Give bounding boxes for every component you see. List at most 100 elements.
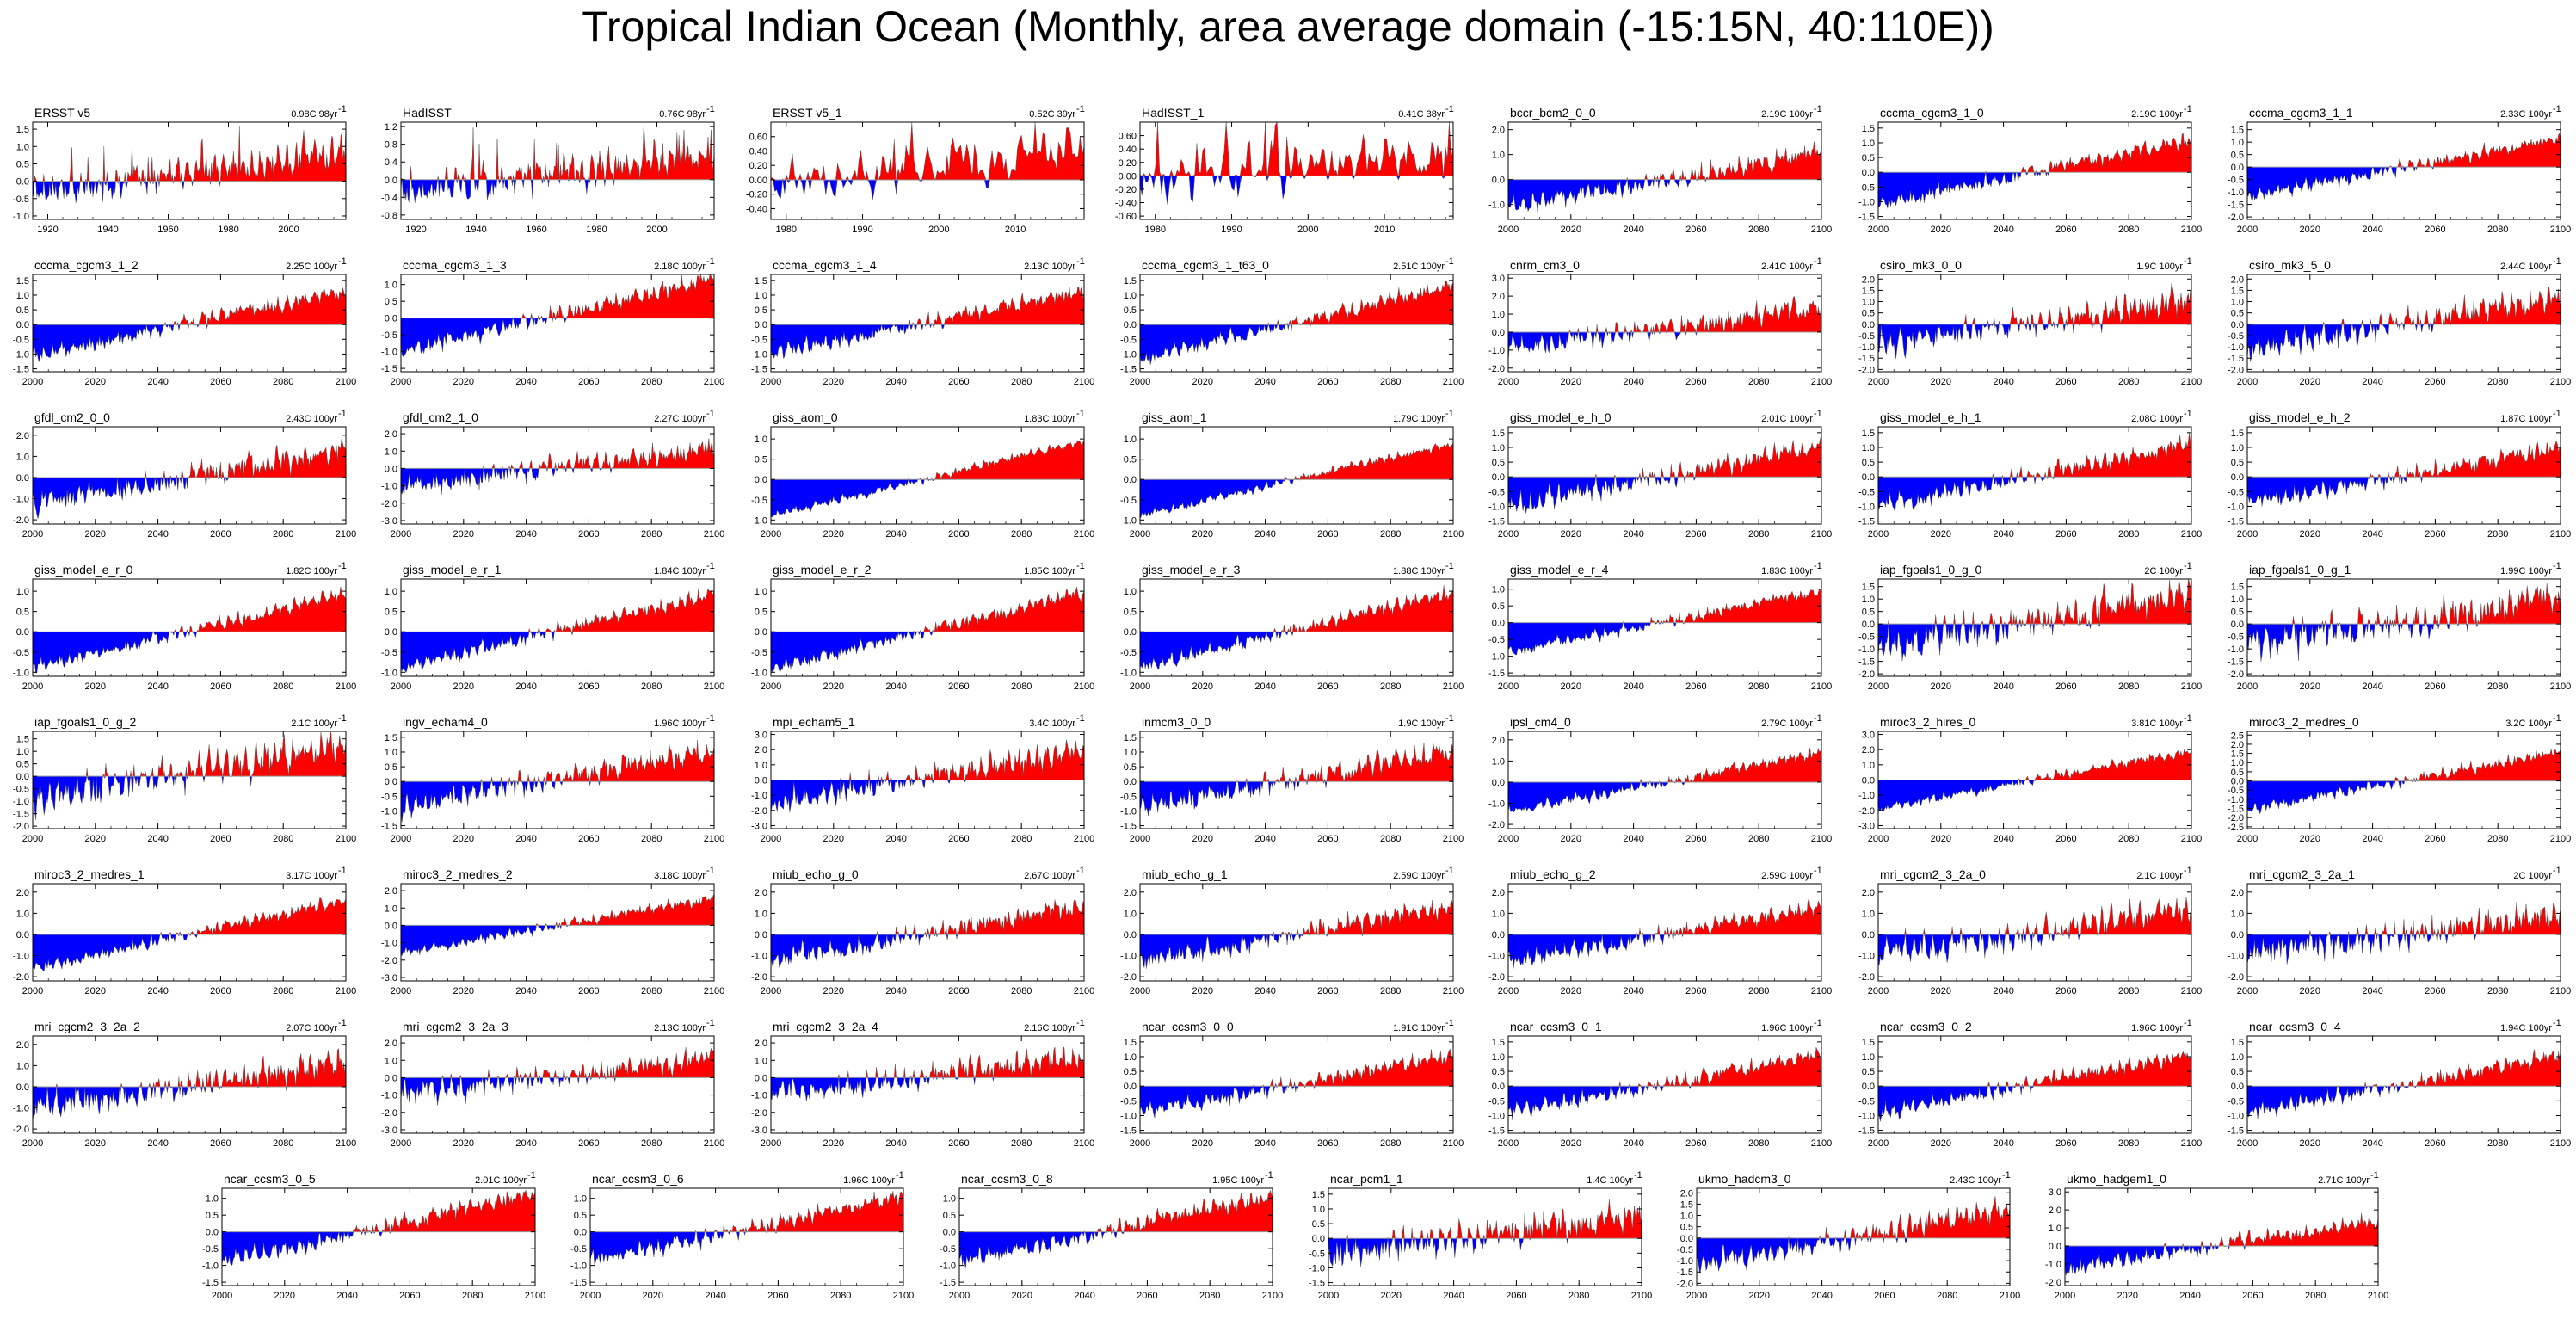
trend-label: 2.79C 100yr bbox=[1761, 718, 1813, 729]
series-line bbox=[2246, 440, 2561, 507]
x-tick-label: 1920 bbox=[37, 225, 58, 235]
positive-area bbox=[33, 1048, 346, 1087]
plot-frame bbox=[2246, 578, 2561, 677]
x-tick-label: 2040 bbox=[515, 834, 536, 844]
series-line bbox=[1139, 441, 1454, 519]
panel-14: 2.01.5 1.00.50.0-0.5-1.0-1.5-2.0 2000 2020 2… bbox=[2228, 256, 2571, 387]
x-tick-label: 2080 bbox=[1011, 529, 1032, 540]
trend-label: 1.9C 100yr bbox=[2136, 262, 2183, 272]
y-tick-label: -2.0 bbox=[13, 1125, 29, 1135]
y-tick-label: 0.5 bbox=[16, 760, 29, 770]
x-tick-label: 2000 bbox=[761, 986, 781, 996]
positive-area bbox=[771, 587, 1084, 632]
x-tick-label: 2100 bbox=[2181, 1138, 2202, 1149]
y-tick-label: -1.5 bbox=[1858, 1126, 1875, 1137]
y-tick-label: -0.5 bbox=[381, 648, 397, 658]
y-tick-label: 0.0 bbox=[1124, 930, 1137, 940]
y-tick-label: -0.5 bbox=[1858, 182, 1875, 193]
series-line bbox=[1877, 432, 2192, 513]
x-tick-label: 2080 bbox=[1011, 681, 1032, 692]
positive-area bbox=[1328, 1199, 1642, 1239]
x-tick-label: 2100 bbox=[336, 986, 356, 996]
x-tick-label: 2060 bbox=[2055, 225, 2076, 235]
x-tick-label: 2060 bbox=[948, 681, 969, 692]
x-tick-label: 2080 bbox=[462, 1291, 483, 1301]
series-line bbox=[32, 897, 347, 971]
y-tick-label: -1.0 bbox=[1858, 342, 1875, 353]
series-line bbox=[1507, 141, 1822, 213]
y-tick-label: -0.5 bbox=[751, 335, 767, 345]
trend-superscript: -1 bbox=[706, 1018, 715, 1028]
y-tick-label: -2.5 bbox=[2228, 823, 2244, 833]
x-tick-label: 2080 bbox=[2487, 986, 2508, 996]
x-tick-label: 2080 bbox=[2487, 681, 2508, 692]
y-tick-label: 1.0 bbox=[16, 452, 29, 462]
x-tick-label: 2000 bbox=[22, 834, 43, 844]
series-line bbox=[32, 731, 347, 820]
x-tick-label: 1920 bbox=[405, 225, 426, 235]
positive-area bbox=[771, 440, 1084, 480]
y-tick-label: 0.5 bbox=[755, 305, 767, 316]
x-tick-label: 2060 bbox=[2425, 225, 2445, 235]
positive-area bbox=[1878, 283, 2191, 324]
positive-area bbox=[1140, 1049, 1453, 1087]
y-tick-label: 0.0 bbox=[574, 1228, 587, 1238]
x-tick-label: 2040 bbox=[705, 1291, 725, 1301]
trend-superscript: -1 bbox=[2553, 409, 2561, 419]
x-tick-label: 2000 bbox=[391, 834, 411, 844]
x-tick-label: 2020 bbox=[2117, 1291, 2138, 1301]
y-tick-label: 1.0 bbox=[385, 748, 397, 758]
y-tick-label: 0.00 bbox=[1119, 171, 1137, 182]
positive-area bbox=[771, 122, 1084, 180]
y-tick-label: 3.0 bbox=[755, 731, 767, 741]
y-tick-label: -1.0 bbox=[13, 952, 29, 962]
positive-area bbox=[2247, 287, 2561, 324]
series-line bbox=[32, 438, 347, 519]
x-tick-label: 2060 bbox=[578, 529, 599, 540]
x-tick-label: 2080 bbox=[641, 834, 662, 844]
y-tick-label: -2.0 bbox=[2228, 972, 2244, 983]
x-tick-label: 2000 bbox=[949, 1291, 970, 1301]
y-tick-label: 0.0 bbox=[16, 177, 29, 188]
x-tick-label: 2060 bbox=[2055, 834, 2076, 844]
panel-title: ingv_echam4_0 bbox=[403, 715, 488, 729]
positive-area bbox=[2247, 583, 2561, 625]
trend-superscript: -1 bbox=[338, 713, 347, 724]
y-tick-label: -0.5 bbox=[1120, 496, 1137, 506]
positive-area bbox=[1508, 296, 1821, 332]
panel-17: 1.0 0.5 0.0 -0.5 -1.0 2000 2020 2040 2060 2080 210… bbox=[751, 409, 1094, 540]
y-tick-label: -2.0 bbox=[1488, 972, 1505, 983]
x-tick-label: 2080 bbox=[1568, 1291, 1589, 1301]
x-tick-label: 2020 bbox=[1749, 1291, 1770, 1301]
x-tick-label: 1980 bbox=[776, 225, 797, 235]
y-tick-label: 0.0 bbox=[755, 930, 767, 940]
y-tick-label: -0.5 bbox=[13, 785, 29, 795]
series-line bbox=[2246, 902, 2561, 965]
y-tick-label: 0.5 bbox=[1124, 607, 1137, 618]
x-tick-label: 2080 bbox=[2487, 529, 2508, 540]
trend-superscript: -1 bbox=[1076, 409, 1085, 419]
x-tick-label: 2020 bbox=[1561, 225, 1581, 235]
x-tick-label: 2000 bbox=[928, 225, 949, 235]
y-tick-label: 1.5 bbox=[2231, 429, 2244, 439]
x-tick-label: 2060 bbox=[1685, 377, 1706, 387]
x-tick-label: 2080 bbox=[1011, 1138, 1032, 1149]
x-tick-label: 2080 bbox=[273, 681, 293, 692]
x-tick-label: 2100 bbox=[1443, 1138, 1464, 1149]
panel-title: cccma_cgcm3_1_4 bbox=[773, 258, 877, 272]
x-tick-label: 2020 bbox=[643, 1291, 663, 1301]
trend-label: 1.83C 100yr bbox=[1024, 414, 1075, 424]
series-line bbox=[1507, 589, 1822, 657]
y-tick-label: -1.0 bbox=[381, 348, 397, 358]
trend-label: 2.16C 100yr bbox=[1024, 1023, 1075, 1033]
panel-title: giss_model_e_r_3 bbox=[1142, 563, 1241, 577]
y-tick-label: 0.20 bbox=[749, 161, 767, 171]
y-tick-label: 1.0 bbox=[1862, 761, 1875, 771]
trend-label: 3.18C 100yr bbox=[654, 871, 706, 881]
y-tick-label: -2.0 bbox=[751, 1108, 767, 1119]
x-tick-label: 2020 bbox=[453, 377, 474, 387]
y-tick-label: 1.0 bbox=[16, 1061, 29, 1071]
x-tick-label: 2020 bbox=[823, 377, 844, 387]
y-tick-label: 0.0 bbox=[1862, 776, 1875, 786]
panel-title: ncar_ccsm3_0_8 bbox=[961, 1172, 1053, 1186]
